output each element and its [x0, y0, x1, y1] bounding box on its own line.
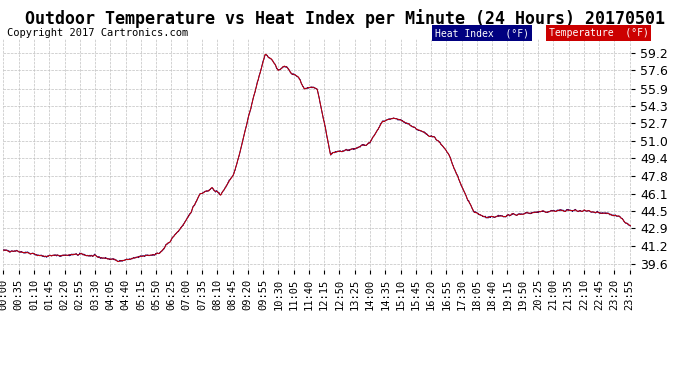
Text: Heat Index  (°F): Heat Index (°F) — [435, 28, 529, 38]
Text: Copyright 2017 Cartronics.com: Copyright 2017 Cartronics.com — [7, 28, 188, 38]
Text: Outdoor Temperature vs Heat Index per Minute (24 Hours) 20170501: Outdoor Temperature vs Heat Index per Mi… — [25, 9, 665, 28]
Text: Temperature  (°F): Temperature (°F) — [549, 28, 649, 38]
